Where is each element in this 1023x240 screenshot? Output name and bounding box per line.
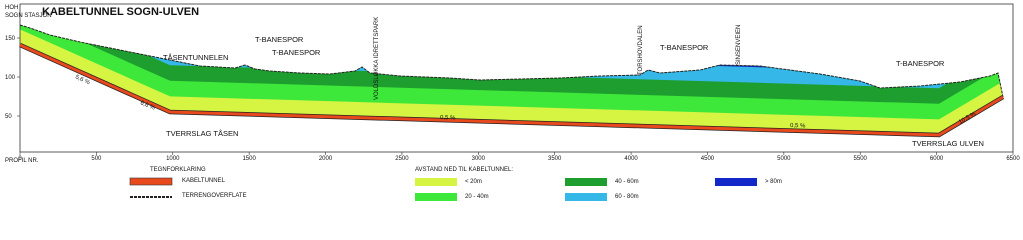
annotation: TORSHOVDALEN: [638, 25, 644, 75]
legend-label: TERRENGOVERFLATE: [182, 193, 247, 199]
x-tick-label: 5000: [777, 156, 791, 162]
gradient: 6,6 %: [139, 100, 156, 112]
depth-bands: [20, 25, 1003, 135]
x-tick-label: 6500: [1006, 156, 1020, 162]
x-tick-label: 0: [18, 156, 22, 162]
x-tick-label: 500: [91, 156, 102, 162]
gradient: 0,5 %: [440, 115, 456, 122]
legend-label: > 80m: [765, 179, 782, 185]
annotation: TÅSENTUNNELEN: [163, 53, 228, 62]
x-tick-label: 4000: [624, 156, 638, 162]
annotation: TVERRSLAG TÅSEN: [166, 129, 238, 138]
legend-label: 40 - 60m: [615, 179, 639, 185]
x-tick-label: 1000: [166, 156, 180, 162]
x-tick-label: 2000: [319, 156, 333, 162]
x-tick-label: 6000: [930, 156, 944, 162]
annotation: VOLDSLØKKA IDRETTSPARK: [374, 17, 380, 100]
terrain-surface: [19, 24, 1004, 98]
frame: [19, 3, 1014, 153]
annotation: TVERRSLAG ULVEN: [912, 139, 984, 148]
annotation: T-BANESPOR: [660, 43, 709, 52]
legend-swatch: [415, 178, 457, 186]
legend-title: TEGNFORKLARING: [150, 167, 206, 173]
legend-label: KABELTUNNEL: [182, 178, 226, 184]
annotation: T-BANESPOR: [255, 35, 304, 44]
profile-drawing: KABELTUNNEL SOGN-ULVEN HOH SOGN STASJON …: [5, 3, 1020, 201]
y-tick-label: 50: [5, 114, 12, 120]
y-tick-label: 150: [5, 36, 16, 42]
x-tick-label: 5500: [854, 156, 868, 162]
legend-title: AVSTAND NED TIL KABELTUNNEL:: [415, 167, 513, 173]
legend-label: 60 - 80m: [615, 194, 639, 200]
annotation: T-BANESPOR: [272, 48, 321, 57]
legend-swatch: [565, 193, 607, 201]
x-tick-label: 2500: [395, 156, 409, 162]
legend-label: < 20m: [465, 179, 482, 185]
start-label: SOGN STASJON: [5, 13, 52, 19]
legend-swatch: [415, 193, 457, 201]
legend-swatch: [715, 178, 757, 186]
x-tick-label: 4500: [701, 156, 715, 162]
x-axis-label: PROFIL NR.: [5, 158, 39, 164]
legend: TEGNFORKLARING KABELTUNNEL TERRENGOVERFL…: [129, 167, 782, 201]
legend-swatch: [129, 177, 173, 186]
gradient: 0,5 %: [790, 123, 806, 130]
y-axis-label: HOH: [5, 5, 18, 11]
legend-swatch: [565, 178, 607, 186]
title: KABELTUNNEL SOGN-ULVEN: [42, 6, 199, 18]
y-tick-label: 100: [5, 75, 16, 81]
x-tick-label: 3000: [472, 156, 486, 162]
legend-label: 20 - 40m: [465, 194, 489, 200]
x-tick-label: 1500: [242, 156, 256, 162]
annotation: T-BANESPOR: [896, 59, 945, 68]
cable-tunnel: [19, 43, 1004, 137]
annotation: SINSENVEIEN: [736, 25, 742, 65]
x-tick-label: 3500: [548, 156, 562, 162]
